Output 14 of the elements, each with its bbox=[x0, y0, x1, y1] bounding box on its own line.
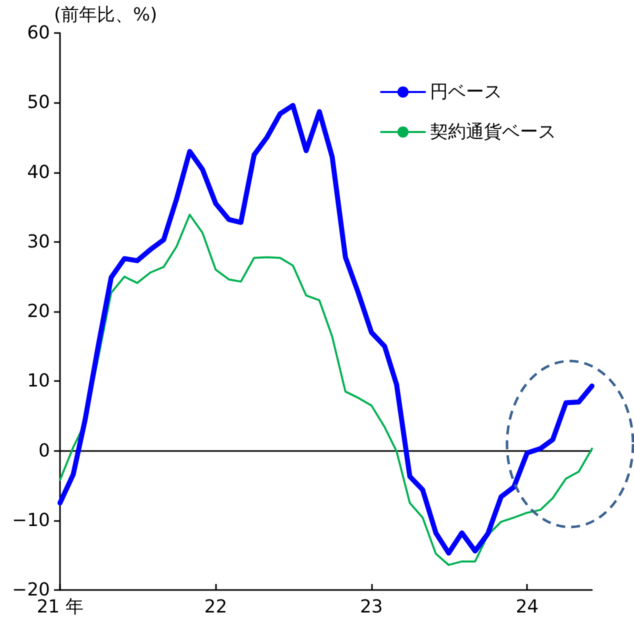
y-tick-label: 20 bbox=[27, 301, 50, 322]
y-tick-label: 30 bbox=[27, 231, 50, 252]
legend-label: 契約通貨ベース bbox=[430, 122, 556, 142]
y-tick-label: 50 bbox=[27, 92, 50, 114]
x-tick-label: 23 bbox=[360, 596, 383, 618]
y-tick-label: 60 bbox=[27, 22, 50, 44]
x-tick-label: 22 bbox=[204, 596, 228, 618]
legend-label: 円ベース bbox=[430, 82, 502, 102]
x-tick-label: 24 bbox=[516, 596, 539, 618]
y-tick-label: 40 bbox=[27, 162, 50, 183]
y-tick-label: 10 bbox=[27, 370, 50, 392]
y-tick-label: 0 bbox=[38, 440, 50, 462]
y-axis-title: (前年比、%) bbox=[54, 4, 158, 26]
y-tick-label: −10 bbox=[12, 510, 50, 531]
